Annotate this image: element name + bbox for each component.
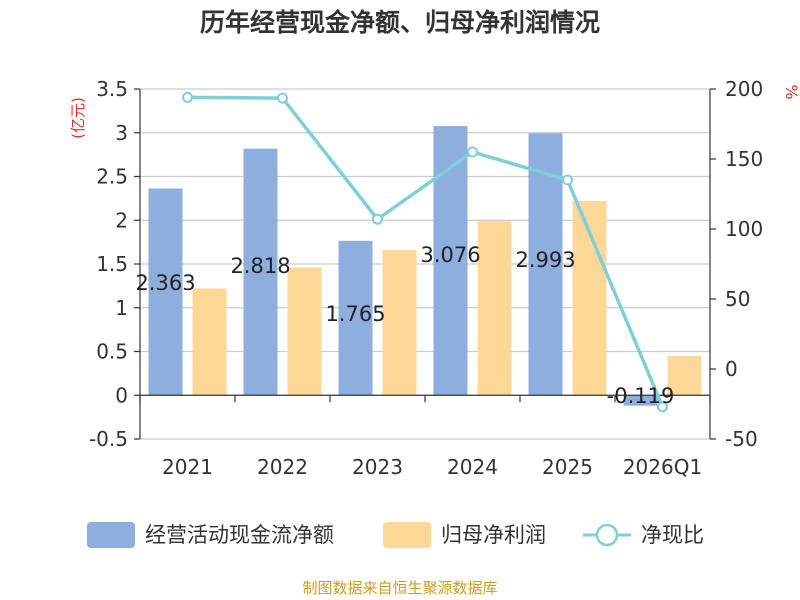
left-tick-label-6: 2.5 — [96, 165, 128, 189]
left-tick-label-2: 0.5 — [96, 340, 128, 364]
bars-layer — [148, 126, 702, 406]
bar-cashflow-2026Q1 — [623, 395, 658, 406]
legend-item-profit[interactable]: 归母净利润 — [383, 522, 546, 548]
data-label-cashflow-2023: 1.765 — [325, 302, 385, 326]
right-tick-label-5: 200 — [725, 77, 763, 101]
right-tick-label-0: -50 — [725, 427, 758, 451]
left-tick-label-7: 3 — [115, 121, 128, 145]
bar-cashflow-2022 — [243, 148, 278, 396]
x-tick-label-2021: 2021 — [162, 455, 213, 479]
x-tick-label-2023: 2023 — [352, 455, 403, 479]
source-note: 制图数据来自恒生聚源数据库 — [302, 579, 497, 597]
data-label-cashflow-2026Q1: -0.119 — [607, 384, 675, 408]
data-labels-layer: 2.363 2.818 1.765 3.076 2.993 -0.119 — [135, 243, 674, 408]
legend-label-profit: 归母净利润 — [441, 523, 546, 547]
bar-cashflow-2023 — [338, 240, 373, 396]
left-tick-label-1: 0 — [115, 383, 128, 407]
right-axis-label: % — [782, 84, 800, 99]
ratio-line — [187, 95, 665, 408]
right-tick-label-1: 0 — [725, 357, 738, 381]
left-axis: -0.5 0 0.5 1 1.5 2 2.5 3 3.5 — [89, 77, 141, 451]
legend-swatch-cashflow — [87, 522, 135, 548]
data-label-cashflow-2021: 2.363 — [135, 271, 195, 295]
left-tick-label-4: 1.5 — [96, 252, 128, 276]
bar-profit-2022 — [287, 267, 322, 396]
legend: 经营活动现金流净额 归母净利润 净现比 — [87, 522, 704, 548]
chart-title: 历年经营现金净额、归母净利润情况 — [200, 8, 600, 37]
data-label-cashflow-2022: 2.818 — [230, 254, 290, 278]
legend-swatch-profit — [383, 522, 431, 548]
x-tick-label-2025: 2025 — [542, 455, 593, 479]
legend-item-ratio[interactable]: 净现比 — [583, 523, 704, 547]
ratio-line-layer — [182, 91, 668, 413]
data-label-cashflow-2024: 3.076 — [420, 243, 480, 267]
x-tick-label-2024: 2024 — [447, 455, 498, 479]
left-tick-label-5: 2 — [115, 208, 128, 232]
bar-cashflow-2024 — [433, 126, 468, 396]
left-tick-label-8: 3.5 — [96, 77, 128, 101]
bar-profit-2024 — [477, 221, 512, 396]
x-tick-label-2022: 2022 — [257, 455, 308, 479]
data-label-cashflow-2025: 2.993 — [515, 248, 575, 272]
right-axis: -50 0 50 100 150 200 — [709, 77, 763, 451]
ratio-point-2021 — [182, 91, 193, 103]
right-tick-label-3: 100 — [725, 217, 763, 241]
right-tick-label-2: 50 — [725, 287, 750, 311]
bar-profit-2026Q1 — [667, 355, 702, 396]
left-axis-label: (亿元) — [69, 97, 87, 139]
x-axis: 2021 2022 2023 2024 2025 2026Q1 — [139, 394, 711, 479]
x-tick-label-2026Q1: 2026Q1 — [623, 455, 702, 479]
bar-profit-2021 — [192, 288, 227, 396]
left-tick-label-0: -0.5 — [89, 427, 128, 451]
legend-label-cashflow: 经营活动现金流净额 — [145, 523, 334, 547]
legend-item-cashflow[interactable]: 经营活动现金流净额 — [87, 522, 334, 548]
right-tick-label-4: 150 — [725, 147, 763, 171]
ratio-point-2024 — [467, 146, 478, 158]
legend-label-ratio: 净现比 — [641, 523, 704, 547]
legend-marker-ratio — [595, 523, 619, 547]
bar-profit-2023 — [382, 250, 417, 396]
ratio-point-2023 — [372, 213, 383, 225]
bar-cashflow-2021 — [148, 188, 183, 396]
ratio-point-2022 — [277, 92, 288, 104]
ratio-point-2025 — [562, 174, 573, 186]
ratio-point-2026Q1 — [657, 401, 668, 413]
left-tick-label-3: 1 — [115, 296, 128, 320]
gridlines — [140, 88, 710, 440]
